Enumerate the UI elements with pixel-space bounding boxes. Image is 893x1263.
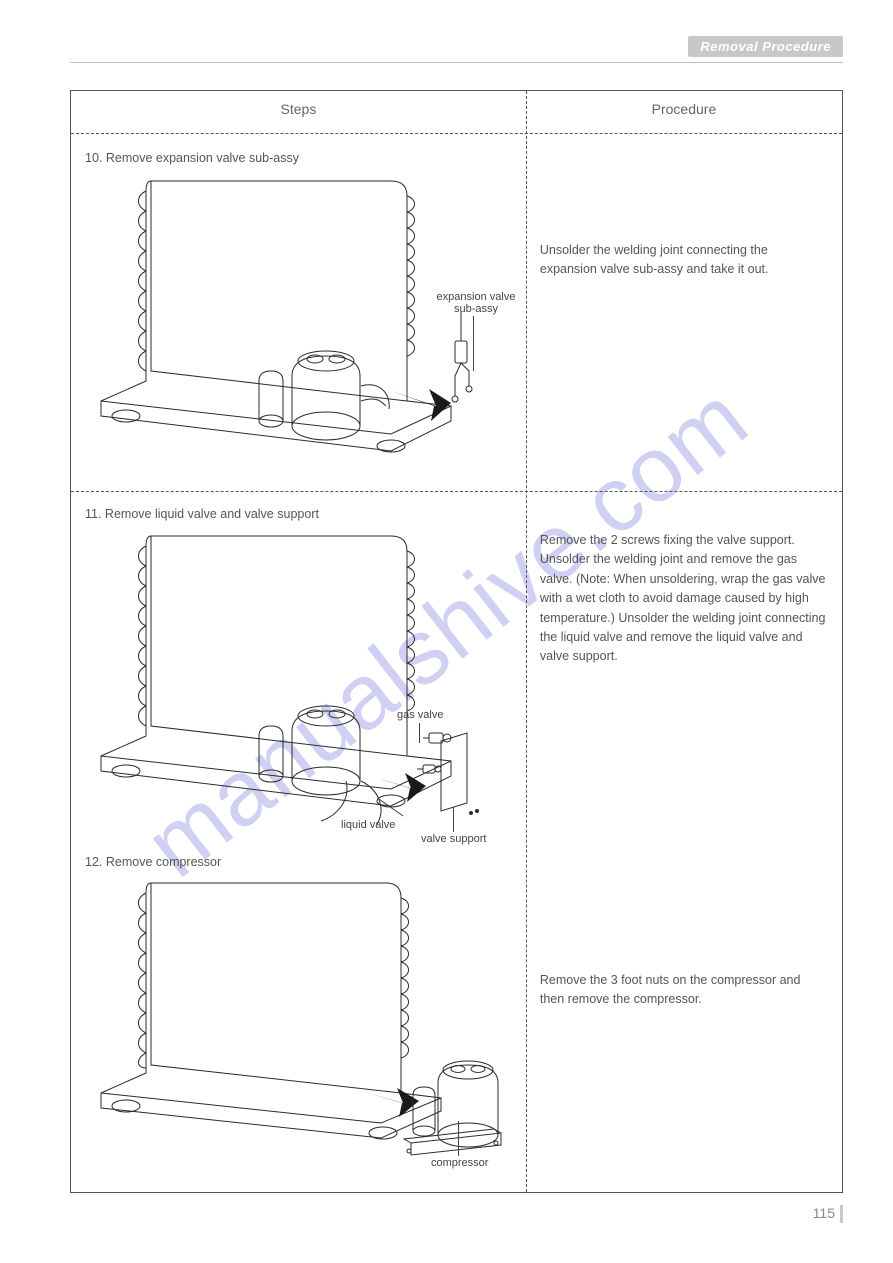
diagram-valve-support (91, 526, 511, 846)
content-frame: Steps Procedure 10. Remove expansion val… (70, 90, 843, 1193)
procedure-text-10: Unsolder the welding joint connecting th… (540, 241, 828, 280)
leader-gas-valve (419, 723, 420, 743)
label-gas-valve: gas valve (397, 709, 443, 721)
step-title-12: 12. Remove compressor (85, 853, 221, 872)
diagram-compressor (91, 873, 511, 1173)
header-row-divider (71, 133, 842, 134)
label-liquid-valve: liquid valve (341, 819, 395, 831)
page-number: 115 (813, 1205, 835, 1221)
step-title-10: 10. Remove expansion valve sub-assy (85, 149, 299, 168)
column-header-procedure: Procedure (526, 101, 842, 117)
leader-expansion-valve (473, 316, 474, 371)
row-divider (71, 491, 842, 492)
step-title-11: 11. Remove liquid valve and valve suppor… (85, 505, 319, 524)
header-rule (70, 62, 843, 63)
column-divider (526, 91, 527, 1192)
label-expansion-valve: expansion valve sub-assy (431, 291, 521, 315)
diagram-expansion-valve (91, 171, 511, 481)
procedure-text-11: Remove the 2 screws fixing the valve sup… (540, 531, 828, 667)
header-badge: Removal Procedure (688, 36, 843, 57)
label-compressor: compressor (431, 1157, 488, 1169)
page-number-bar (840, 1205, 843, 1223)
page-container: Removal Procedure manualshive.com Steps … (0, 0, 893, 1263)
label-valve-support: valve support (421, 833, 486, 845)
column-header-steps: Steps (71, 101, 526, 117)
procedure-text-12: Remove the 3 foot nuts on the compressor… (540, 971, 828, 1010)
leader-valve-support (453, 807, 454, 832)
leader-compressor (458, 1121, 459, 1156)
